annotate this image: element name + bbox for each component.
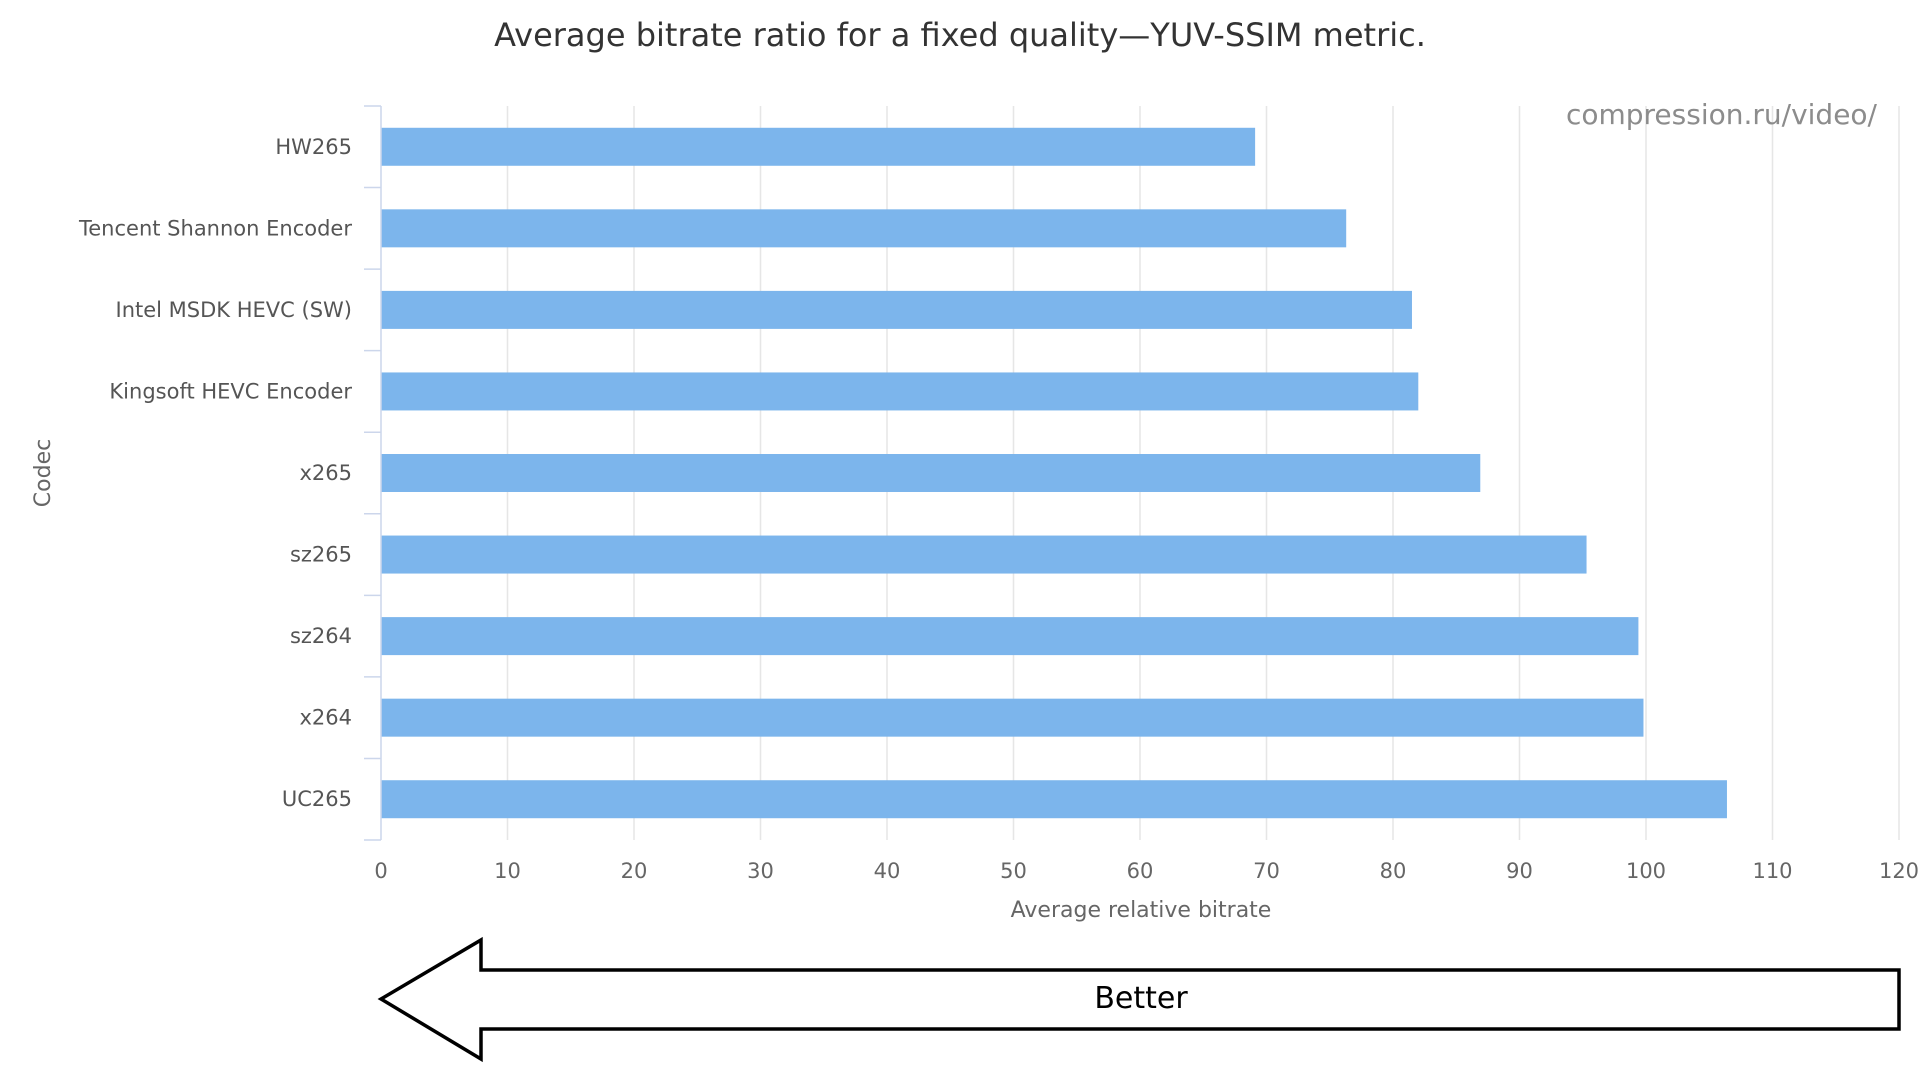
x-tick-label: 120 bbox=[1879, 859, 1919, 883]
x-tick-label: 20 bbox=[621, 859, 648, 883]
x-tick-label: 60 bbox=[1127, 859, 1154, 883]
x-tick-label: 50 bbox=[1000, 859, 1027, 883]
chart-title: Average bitrate ratio for a fixed qualit… bbox=[494, 16, 1426, 54]
x-tick-label: 100 bbox=[1626, 859, 1666, 883]
category-label: x264 bbox=[299, 706, 352, 730]
x-tick-label: 40 bbox=[874, 859, 901, 883]
bar-intel-msdk-hevc-sw- bbox=[381, 290, 1412, 329]
better-label: Better bbox=[1094, 981, 1188, 1016]
category-label: sz265 bbox=[290, 543, 352, 567]
bar-sz265 bbox=[381, 535, 1587, 574]
x-tick-label: 10 bbox=[494, 859, 521, 883]
x-tick-label: 30 bbox=[747, 859, 774, 883]
bar-uc265 bbox=[381, 780, 1727, 819]
bar-x264 bbox=[381, 698, 1644, 737]
x-tick-label: 0 bbox=[374, 859, 387, 883]
category-label: HW265 bbox=[275, 135, 352, 159]
bar-hw265 bbox=[381, 127, 1256, 166]
watermark: compression.ru/video/ bbox=[1566, 98, 1878, 131]
x-tick-label: 70 bbox=[1253, 859, 1280, 883]
bar-sz264 bbox=[381, 617, 1639, 656]
category-label: Tencent Shannon Encoder bbox=[78, 216, 352, 240]
category-label: UC265 bbox=[282, 787, 352, 811]
bar-tencent-shannon-encoder bbox=[381, 209, 1347, 248]
x-tick-label: 80 bbox=[1380, 859, 1407, 883]
category-label: x265 bbox=[299, 461, 352, 485]
bar-x265 bbox=[381, 454, 1481, 492]
category-label: sz264 bbox=[290, 624, 352, 648]
y-axis-title: Codec bbox=[31, 439, 56, 507]
bar-kingsoft-hevc-encoder bbox=[381, 372, 1419, 411]
x-axis-title: Average relative bitrate bbox=[1011, 898, 1272, 923]
x-tick-label: 90 bbox=[1506, 859, 1533, 883]
x-tick-label: 110 bbox=[1752, 859, 1792, 883]
category-label: Intel MSDK HEVC (SW) bbox=[116, 298, 352, 322]
category-label: Kingsoft HEVC Encoder bbox=[109, 379, 352, 403]
better-arrow bbox=[377, 936, 1901, 1063]
